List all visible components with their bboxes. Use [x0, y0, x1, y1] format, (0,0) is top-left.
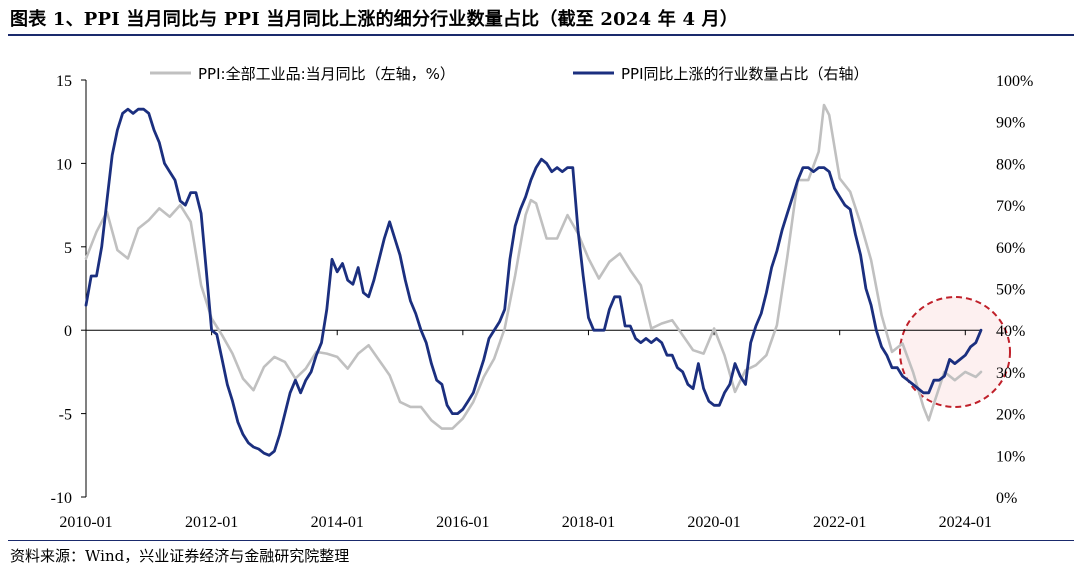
- right-tick-label: 40%: [996, 323, 1025, 340]
- legend-label-ppi-yoy: PPI:全部工业品:当月同比（左轴，%）: [198, 65, 455, 83]
- right-tick-label: 90%: [996, 115, 1025, 132]
- x-tick-label: 2024-01: [939, 514, 992, 531]
- right-tick-label: 60%: [996, 240, 1025, 257]
- x-tick-label: 2014-01: [311, 514, 364, 531]
- left-tick-label: 10: [56, 156, 72, 173]
- series-line-share-up: [84, 107, 983, 457]
- source-note: 资料来源：Wind，兴业证券经济与金融研究院整理: [10, 547, 350, 565]
- right-tick-label: 70%: [996, 198, 1025, 215]
- legend: PPI:全部工业品:当月同比（左轴，%） PPI同比上涨的行业数量占比（右轴）: [150, 65, 869, 83]
- right-tick-label: 80%: [996, 156, 1025, 173]
- source-rule: [8, 540, 1074, 541]
- right-tick-label: 0%: [996, 490, 1017, 507]
- right-tick-label: 100%: [996, 73, 1033, 90]
- x-tick-label: 2016-01: [436, 514, 489, 531]
- left-tick-label: 0: [64, 323, 72, 340]
- series-line-ppi-yoy: [84, 103, 983, 430]
- right-tick-label: 50%: [996, 282, 1025, 299]
- left-tick-label: 15: [56, 73, 72, 90]
- highlight-circle: [899, 296, 1011, 408]
- chart-title: 图表 1、PPI 当月同比与 PPI 当月同比上涨的细分行业数量占比（截至 20…: [10, 9, 739, 30]
- legend-label-share-up: PPI同比上涨的行业数量占比（右轴）: [621, 65, 869, 83]
- left-tick-label: 5: [64, 240, 72, 257]
- left-tick-label: -5: [59, 407, 72, 424]
- x-tick-label: 2012-01: [185, 514, 238, 531]
- title-rule: [8, 34, 1074, 36]
- chart: -10 -5 0 5 10 15 0% 10% 20% 30% 40% 50% 60% 70% 80% 90%…: [51, 65, 1034, 531]
- x-tick-label: 2010-01: [59, 514, 112, 531]
- series-layer: [84, 103, 983, 457]
- x-tick-label: 2022-01: [813, 514, 866, 531]
- right-tick-label: 30%: [996, 365, 1025, 382]
- x-tick-label: 2018-01: [562, 514, 615, 531]
- axes: -10 -5 0 5 10 15 0% 10% 20% 30% 40% 50% 60% 70% 80% 90%…: [51, 73, 1034, 531]
- right-tick-label: 10%: [996, 448, 1025, 465]
- left-tick-label: -10: [51, 490, 72, 507]
- highlight-region: [899, 296, 1011, 408]
- right-tick-label: 20%: [996, 407, 1025, 424]
- x-tick-label: 2020-01: [687, 514, 740, 531]
